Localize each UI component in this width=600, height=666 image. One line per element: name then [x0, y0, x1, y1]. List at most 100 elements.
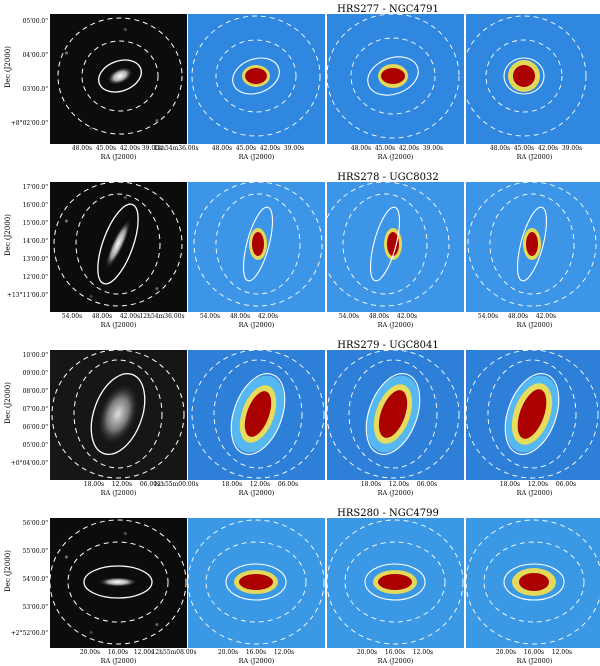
galaxy-image — [98, 577, 138, 587]
ra-ticks-ir: 48.00s 45.00s 42.00s 39.00s — [466, 145, 600, 155]
galaxy-row-hrs279: HRS279 - UGC8041 Dec (J2000) 10'00.0" 09… — [0, 338, 600, 498]
ra-tick: 18.00s — [83, 481, 105, 488]
galaxy-row-hrs278: HRS278 - UGC8032 Dec (J2000) 17'00.0" 16… — [0, 170, 600, 330]
ra-tick: 12.00s — [412, 649, 434, 656]
ra-axis-label: RA (J2000) — [516, 489, 553, 497]
outer-annulus — [191, 15, 321, 137]
ra-tick: 18.00s — [499, 481, 521, 488]
ra-axis-label: RA (J2000) — [377, 489, 414, 497]
dec-tick: 17'00.0" — [22, 184, 48, 191]
row-title: HRS278 - UGC8032 — [337, 172, 439, 183]
aperture-ellipse — [225, 563, 287, 601]
ra-tick: 42.00s — [537, 145, 559, 152]
ra-ticks-ir: 20.00s 16.00s 12.00s — [327, 649, 464, 659]
ra-tick: 45.00s — [235, 145, 257, 152]
dec-ticks: 56'00.0" 55'00.0" 54'00.0" 53'00.0" +2°5… — [10, 518, 48, 648]
ir-map-panel — [188, 14, 325, 144]
dec-tick: 15'00.0" — [22, 220, 48, 227]
ir-overlay — [327, 350, 460, 479]
ir-overlay — [193, 182, 323, 307]
ra-tick: 18.00s — [221, 481, 243, 488]
ra-tick: 12.00s — [249, 481, 271, 488]
inner-annulus — [344, 541, 446, 623]
inner-annulus — [73, 359, 163, 469]
ra-tick: 20.00s — [356, 649, 378, 656]
outer-annulus — [51, 350, 185, 479]
ra-tick: 45.00s — [374, 145, 396, 152]
ra-ticks-ir: 18.00s 12.00s 06.00s — [327, 481, 464, 491]
ra-tick: 48.00s — [507, 313, 529, 320]
ra-tick: 20.00s — [495, 649, 517, 656]
dec-ticks: 10'00.0" 09'00.0" 08'00.0" 07'00.0" 06'0… — [10, 350, 48, 480]
dec-tick: +0°04'00.0" — [10, 460, 48, 467]
ra-tick: 48.00s — [229, 313, 251, 320]
outer-annulus — [327, 519, 464, 645]
ra-tick: 12.00s — [273, 649, 295, 656]
ir-map-panel — [188, 182, 325, 312]
ir-map-panel — [466, 14, 600, 144]
aperture-ellipse — [516, 206, 548, 282]
row-title: HRS277 - NGC4791 — [337, 4, 439, 15]
aperture-ellipse — [97, 203, 139, 285]
aperture-ellipse — [364, 563, 426, 601]
ra-ticks-ir: 54.00s 48.00s 42.00s — [466, 313, 600, 323]
galaxy-image — [104, 218, 132, 270]
outer-annulus — [327, 350, 460, 479]
optical-image-panel — [50, 518, 187, 648]
inner-annulus — [213, 359, 303, 469]
ra-ticks-ir: 48.00s 45.00s 42.00s 39.00s — [188, 145, 325, 155]
aperture-ellipse — [98, 59, 142, 93]
ra-ticks-ir: 20.00s 16.00s 12.00s — [466, 649, 600, 659]
dec-tick: 03'00.0" — [22, 86, 48, 93]
ra-ticks-optical: 20.00s 16.00s 12.00s 12h55m08.00s — [50, 649, 197, 659]
ir-overlay — [327, 182, 450, 307]
row-title: HRS279 - UGC8041 — [337, 340, 439, 351]
outer-annulus — [53, 182, 183, 307]
ra-tick: 48.00s — [91, 313, 113, 320]
ra-tick: 48.00s — [368, 313, 390, 320]
dec-tick: +2°52'00.0" — [10, 630, 48, 637]
ra-axis-label: RA (J2000) — [516, 321, 553, 329]
outer-annulus — [327, 182, 450, 307]
outer-annulus — [50, 519, 187, 645]
ir-map-panel — [188, 350, 325, 480]
ra-tick: 42.00s — [119, 313, 141, 320]
ra-tick: 42.00s — [119, 145, 141, 152]
ra-ticks-optical: 54.00s 48.00s 42.00s 12h54m36.00s — [50, 313, 187, 323]
ra-tick: 48.00s — [489, 145, 511, 152]
inner-annulus — [81, 40, 159, 112]
ra-axis-label: RA (J2000) — [238, 321, 275, 329]
optical-galaxy-overlay — [50, 519, 187, 645]
ra-axis-label: RA (J2000) — [238, 657, 275, 665]
ir-map-panel — [466, 182, 600, 312]
ir-map-panel — [327, 350, 464, 480]
ra-tick: 42.00s — [396, 313, 418, 320]
outer-annulus — [466, 519, 600, 645]
galaxy-image — [106, 66, 134, 86]
optical-galaxy-overlay — [53, 182, 183, 307]
dec-tick: 07'00.0" — [22, 406, 48, 413]
ra-tick: 42.00s — [259, 145, 281, 152]
ra-tick: 06.00s — [555, 481, 577, 488]
aperture-ellipse — [503, 563, 565, 601]
outer-annulus — [191, 350, 325, 479]
ra-tick: 12.00s — [527, 481, 549, 488]
optical-image-panel — [50, 350, 187, 480]
ra-ticks-ir: 18.00s 12.00s 06.00s — [188, 481, 325, 491]
ra-tick: 12h55m00.00s — [153, 481, 199, 488]
ra-tick: 12h54m36.00s — [153, 145, 199, 152]
ir-overlay — [188, 519, 325, 645]
galaxy-row-hrs280: HRS280 - NGC4799 Dec (J2000) 56'00.0" 55… — [0, 506, 600, 666]
ir-overlay — [467, 182, 597, 307]
ra-tick: 16.00s — [107, 649, 129, 656]
ir-map-panel — [327, 182, 464, 312]
optical-image-panel — [50, 182, 187, 312]
ir-overlay — [466, 519, 600, 645]
inner-annulus — [215, 193, 301, 295]
dec-ticks: 17'00.0" 16'00.0" 15'00.0" 14'00.0" 13'0… — [7, 182, 48, 312]
ra-axis-label: RA (J2000) — [238, 153, 275, 161]
aperture-ellipse — [504, 373, 560, 455]
dec-tick: 13'00.0" — [22, 256, 48, 263]
ra-tick: 48.00s — [71, 145, 93, 152]
aperture-ellipse — [230, 373, 286, 455]
